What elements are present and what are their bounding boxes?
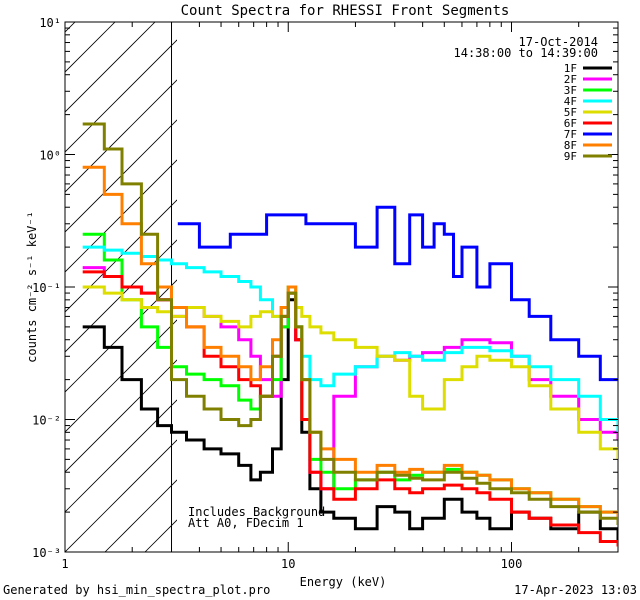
annotation-background: Includes Background bbox=[188, 505, 325, 519]
hatch-line bbox=[104, 479, 177, 552]
y-axis-label: counts cm⁻² s⁻¹ keV⁻¹ bbox=[25, 211, 39, 363]
legend-label-7f: 7F bbox=[564, 128, 577, 141]
chart-title: Count Spectra for RHESSI Front Segments bbox=[181, 3, 510, 19]
y-tick-label: 10⁻² bbox=[32, 414, 61, 428]
time-range-label: 14:38:00 to 14:39:00 bbox=[454, 46, 599, 60]
hatch-line bbox=[65, 159, 177, 273]
series-9f bbox=[82, 122, 618, 525]
y-tick-label: 10⁻¹ bbox=[32, 281, 61, 295]
hatch-line bbox=[65, 439, 177, 552]
legend-label-2f: 2F bbox=[564, 73, 577, 86]
axes: 1 10 100 10⁻³ 10⁻² 10⁻¹ 10⁰ 10¹ bbox=[32, 16, 619, 571]
hatch-line bbox=[65, 119, 177, 233]
series-4f bbox=[82, 245, 618, 433]
date-label: 17-Oct-2014 bbox=[519, 35, 598, 49]
hatch-line bbox=[65, 359, 177, 473]
legend-label-1f: 1F bbox=[564, 62, 577, 75]
hatch-line bbox=[65, 22, 76, 33]
annotation-attenuator: Att A0, FDecim 1 bbox=[188, 516, 304, 530]
legend-label-8f: 8F bbox=[564, 139, 577, 152]
y-tick-label: 10⁰ bbox=[39, 149, 61, 163]
series-8f bbox=[82, 165, 618, 519]
series-7f bbox=[177, 205, 618, 382]
hatch-line bbox=[65, 22, 156, 113]
timestamp-footer: 17-Apr-2023 13:03 bbox=[514, 583, 637, 597]
legend-label-6f: 6F bbox=[564, 117, 577, 130]
legend-label-4f: 4F bbox=[564, 95, 577, 108]
hatch-line bbox=[65, 239, 177, 353]
legend-label-3f: 3F bbox=[564, 84, 577, 97]
y-tick-label: 10⁻³ bbox=[32, 546, 61, 560]
y-tick-label: 10¹ bbox=[39, 16, 61, 30]
series-3f bbox=[82, 232, 618, 519]
generated-by-footer: Generated by hsi_min_spectra_plot.pro bbox=[3, 583, 270, 597]
hatch-line bbox=[65, 199, 177, 313]
hatch-line bbox=[65, 39, 177, 153]
hatch-line bbox=[65, 319, 177, 433]
x-axis-label: Energy (keV) bbox=[300, 575, 387, 589]
series-layer bbox=[82, 122, 618, 547]
x-tick-label: 10 bbox=[281, 557, 295, 571]
legend-label-5f: 5F bbox=[564, 106, 577, 119]
x-tick-label: 1 bbox=[61, 557, 68, 571]
series-1f bbox=[82, 298, 618, 542]
hatch-line bbox=[65, 399, 177, 513]
legend-label-9f: 9F bbox=[564, 150, 577, 163]
x-tick-label: 100 bbox=[501, 557, 523, 571]
